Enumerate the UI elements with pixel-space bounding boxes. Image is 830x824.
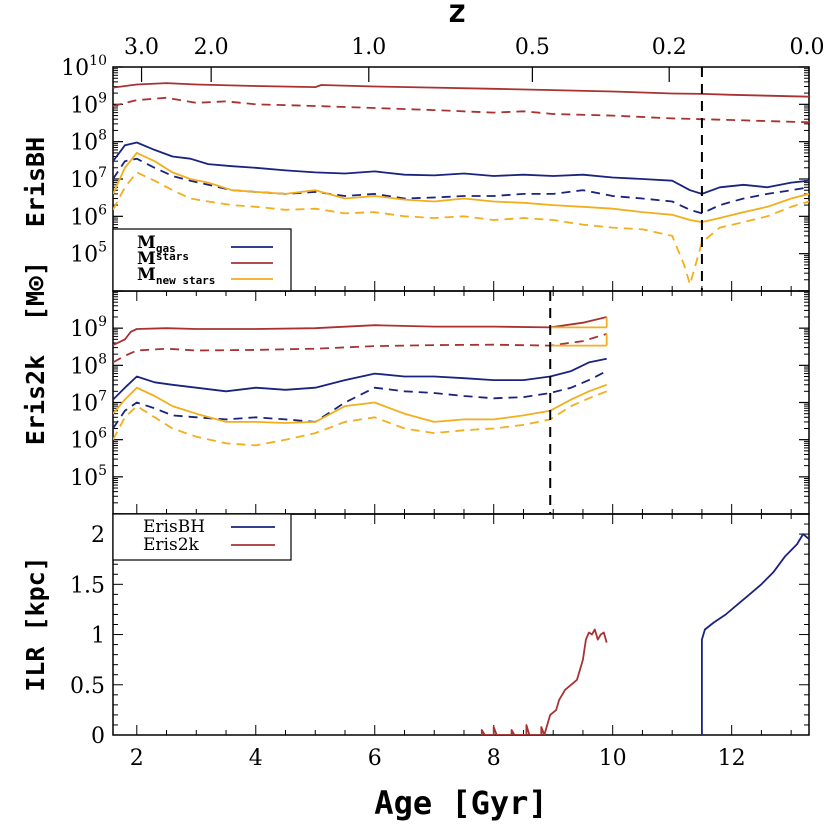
x-tick-label: 4	[249, 746, 263, 771]
y-tick-label: 2	[91, 523, 105, 548]
legend-label: Eris2k	[143, 535, 200, 555]
z-tick-label: 0.5	[515, 35, 550, 60]
series-line-stars-solid	[480, 628, 608, 735]
y-axis-label-bottom: ILR [kpc]	[21, 556, 50, 691]
z-tick-label: 3.0	[124, 35, 159, 60]
series-line-new_stars-solid	[113, 383, 608, 424]
y-tick-label: 0.5	[70, 674, 105, 699]
y-tick-label: 108	[70, 351, 107, 379]
x-tick-label: 6	[368, 746, 382, 771]
panel-frame	[112, 290, 810, 515]
series-line-stars-solid	[113, 82, 809, 98]
series-line-stars-solid	[113, 316, 607, 346]
y-tick-label: 106	[70, 202, 107, 230]
series-group	[480, 533, 809, 735]
legend-label: Mnew stars	[137, 265, 215, 287]
legend-box	[112, 513, 292, 561]
x-axis-label: Age [Gyr]	[374, 784, 547, 822]
x-tick-label: 12	[718, 746, 746, 771]
series-line-gas-solid	[113, 357, 607, 401]
legend-label: Mstars	[137, 249, 189, 269]
series-line-gas-dashed	[113, 157, 809, 215]
series-line-gas-solid	[701, 533, 809, 735]
x-tick-label: 10	[599, 746, 627, 771]
series-line-gas-dashed	[113, 370, 608, 430]
panel-middle: 105 106 107 108 109	[70, 290, 810, 515]
legend-box	[112, 228, 292, 292]
y-tick-label: 105	[70, 463, 107, 491]
y-tick-label: 1.5	[70, 573, 105, 598]
y-axis-unit-label: [M⊙]	[21, 261, 50, 321]
series-line-new_stars-solid	[113, 151, 809, 224]
z-tick-label: 0.0	[790, 35, 825, 60]
series-group	[113, 316, 608, 447]
y-tick-label: 109	[70, 314, 107, 342]
legend-label: ErisBH	[143, 517, 205, 537]
y-axis-label-top: ErisBH	[21, 137, 50, 227]
y-axis-label-middle: Eris2k	[21, 355, 50, 445]
panel-top: 105 106 107 108 109 1010 3.0 2.0 1.0 0.5 0.2 0.0 z Mg…	[61, 0, 825, 292]
series-line-stars-dashed	[113, 96, 809, 124]
y-tick-label: 0	[91, 724, 105, 749]
y-tick-label: 107	[70, 165, 107, 193]
series-line-stars-dashed	[113, 333, 607, 364]
series-line-gas-solid	[113, 141, 809, 195]
axis-labels: ErisBH [M⊙] Eris2k ILR [kpc] Age [Gyr]	[21, 137, 548, 822]
x-tick-label: 2	[130, 746, 144, 771]
series-group	[113, 82, 809, 286]
series-line-new_stars-dashed	[113, 171, 809, 286]
x-tick-label: 8	[487, 746, 501, 771]
y-tick-label: 1010	[61, 53, 107, 81]
y-tick-label: 109	[70, 90, 107, 118]
legend-label: Mgas	[137, 233, 176, 255]
z-tick-label: 0.2	[652, 35, 687, 60]
z-tick-label: 2.0	[194, 35, 229, 60]
z-axis-label: z	[447, 0, 466, 30]
series-line-new_stars-dashed	[113, 390, 608, 447]
y-tick-label: 108	[70, 128, 107, 156]
y-tick-label: 106	[70, 426, 107, 454]
y-tick-label: 1	[91, 624, 105, 649]
z-tick-label: 1.0	[351, 35, 386, 60]
y-tick-label: 105	[70, 240, 107, 268]
y-tick-label: 107	[70, 389, 107, 417]
